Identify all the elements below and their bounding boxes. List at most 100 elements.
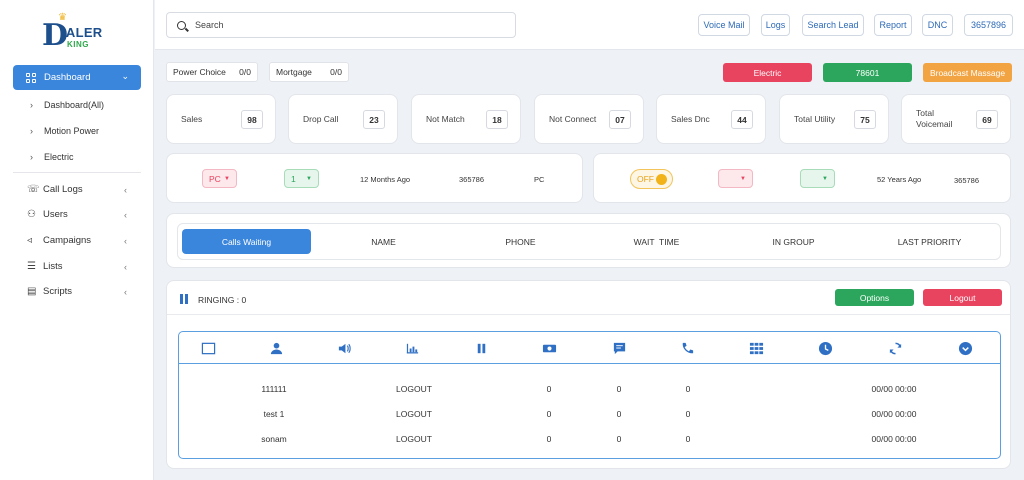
options-button[interactable]: Options <box>835 289 914 306</box>
checkbox-icon[interactable] <box>200 340 216 356</box>
search-box[interactable] <box>166 12 516 38</box>
sidebar-item-scripts[interactable]: ▤ Scripts ‹ <box>27 286 137 297</box>
logout-button[interactable]: Logout <box>923 289 1002 306</box>
stat-value: 69 <box>976 110 998 129</box>
agent-status: LOGOUT <box>396 434 432 444</box>
mortgage-counter: Mortgage 0/0 <box>269 62 349 82</box>
sidebar-item-lists[interactable]: ☰ Lists ‹ <box>27 261 137 272</box>
agent-count-2: 0 <box>616 384 622 394</box>
sidebar-item-call-logs[interactable]: ☏ Call Logs ‹ <box>27 184 137 195</box>
stat-label: Not Match <box>426 114 465 124</box>
logo-letter: D <box>42 18 69 53</box>
chat-icon[interactable] <box>611 340 627 356</box>
dnc-button[interactable]: DNC <box>922 14 953 36</box>
campaign-select[interactable]: PC ▼ <box>202 169 237 188</box>
user-icon[interactable] <box>268 340 284 356</box>
list-icon: ☰ <box>27 261 36 272</box>
sidebar-item-label: Scripts <box>43 286 73 297</box>
ringing-count: RINGING : 0 <box>198 295 247 305</box>
chevron-down-icon: ▼ <box>740 175 746 182</box>
sidebar-item-campaigns[interactable]: ◃ Campaigns ‹ <box>27 235 137 246</box>
logs-button[interactable]: Logs <box>761 14 790 36</box>
clock-icon[interactable] <box>817 340 833 356</box>
campaign-select-right[interactable]: ▼ <box>718 169 753 188</box>
sidebar-subitem-label: Motion Power <box>44 126 100 136</box>
megaphone-icon: ◃ <box>27 235 33 246</box>
agent-status-table: 111111 LOGOUT 0 0 0 00/00 00:00 test 1 L… <box>178 331 1001 459</box>
agent-count-3: 0 <box>685 384 691 394</box>
chevron-left-icon: ‹ <box>124 286 127 297</box>
stat-card-total-utility: Total Utility 75 <box>779 94 889 144</box>
campaign-number-button[interactable]: 78601 <box>823 63 912 82</box>
column-in-group: IN GROUP <box>772 236 815 247</box>
agent-count-1: 0 <box>546 434 552 444</box>
table-row[interactable]: sonam LOGOUT 0 0 0 00/00 00:00 <box>179 430 1000 448</box>
lead-number: 365786 <box>459 175 485 184</box>
agent-count-3: 0 <box>685 434 691 444</box>
sidebar-item-label: Campaigns <box>43 235 92 246</box>
table-row[interactable]: 111111 LOGOUT 0 0 0 00/00 00:00 <box>179 380 1000 398</box>
money-icon[interactable] <box>541 340 557 356</box>
list-select[interactable]: 1 ▼ <box>284 169 319 188</box>
sidebar-subitem-dashboard-all[interactable]: › Dashboard(All) <box>30 100 104 110</box>
search-icon <box>177 20 186 30</box>
agent-time: 00/00 00:00 <box>871 384 917 394</box>
chevron-down-icon: ⌄ <box>121 71 129 81</box>
report-button[interactable]: Report <box>874 14 912 36</box>
chevron-down-icon: ▼ <box>224 175 230 182</box>
sidebar-subitem-electric[interactable]: › Electric <box>30 152 74 162</box>
extension-number-button[interactable]: 3657896 <box>964 14 1013 36</box>
stat-value: 23 <box>363 110 385 129</box>
broadcast-message-button[interactable]: Broadcast Massage <box>923 63 1012 82</box>
pause-icon[interactable] <box>473 340 489 356</box>
refresh-icon[interactable] <box>887 340 903 356</box>
chevron-down-circle-icon[interactable] <box>957 340 973 356</box>
stat-label: Not Connect <box>549 114 597 124</box>
top-bar: Voice Mail Logs Search Lead Report DNC 3… <box>155 0 1024 50</box>
electric-button[interactable]: Electric <box>723 63 812 82</box>
agent-name: 111111 <box>261 384 287 394</box>
toggle-knob <box>656 174 667 185</box>
sidebar-item-users[interactable]: ⚇ Users ‹ <box>27 209 137 220</box>
search-input[interactable] <box>195 20 495 30</box>
column-last-priority: LAST PRIORITY <box>897 236 962 247</box>
chevron-left-icon: ‹ <box>124 209 127 220</box>
stat-value: 98 <box>241 110 263 129</box>
bar-chart-icon[interactable] <box>404 340 420 356</box>
voice-mail-button[interactable]: Voice Mail <box>698 14 750 36</box>
list-select-value: 1 <box>291 173 296 184</box>
chevron-right-icon: › <box>30 126 33 136</box>
phone-icon[interactable] <box>679 340 695 356</box>
status-toggle[interactable]: OFF <box>630 169 673 189</box>
volume-icon[interactable] <box>336 340 352 356</box>
dashboard-icon <box>26 72 36 83</box>
tab-calls-waiting[interactable]: Calls Waiting <box>182 229 311 254</box>
table-row[interactable]: test 1 LOGOUT 0 0 0 00/00 00:00 <box>179 405 1000 423</box>
list-select-right[interactable]: ▼ <box>800 169 835 188</box>
agent-name: test 1 <box>263 409 285 419</box>
lead-type: PC <box>534 175 545 184</box>
column-name: NAME <box>371 236 396 247</box>
chevron-right-icon: › <box>30 152 33 162</box>
stat-card-total-voicemail: Total Voicemail 69 <box>901 94 1011 144</box>
search-lead-button[interactable]: Search Lead <box>802 14 864 36</box>
sidebar-item-dashboard[interactable]: Dashboard ⌄ <box>13 65 141 90</box>
agent-status: LOGOUT <box>396 384 432 394</box>
calls-waiting-header: Calls Waiting NAME PHONE WAIT TIME IN GR… <box>177 223 1001 260</box>
sidebar-subitem-motion-power[interactable]: › Motion Power <box>30 126 99 136</box>
dialer-king-logo[interactable]: ♛ D IALER KING <box>40 12 110 53</box>
agent-count-2: 0 <box>616 434 622 444</box>
lead-info-panel-left: PC ▼ 1 ▼ 12 Months Ago 365786 PC <box>166 153 583 203</box>
campaign-select-value: PC <box>209 173 221 184</box>
stat-value: 75 <box>854 110 876 129</box>
stat-value: 44 <box>731 110 753 129</box>
toggle-label: OFF <box>637 174 654 184</box>
stat-label-line2: Voicemail <box>916 119 953 129</box>
sidebar-item-label: Lists <box>43 261 63 272</box>
mortgage-value: 0/0 <box>330 67 342 77</box>
stat-card-not-match: Not Match 18 <box>411 94 521 144</box>
mortgage-label: Mortgage <box>276 67 312 77</box>
chevron-down-icon: ▼ <box>306 175 312 182</box>
keypad-icon[interactable] <box>748 340 764 356</box>
stat-label: Total Utility <box>794 114 836 124</box>
